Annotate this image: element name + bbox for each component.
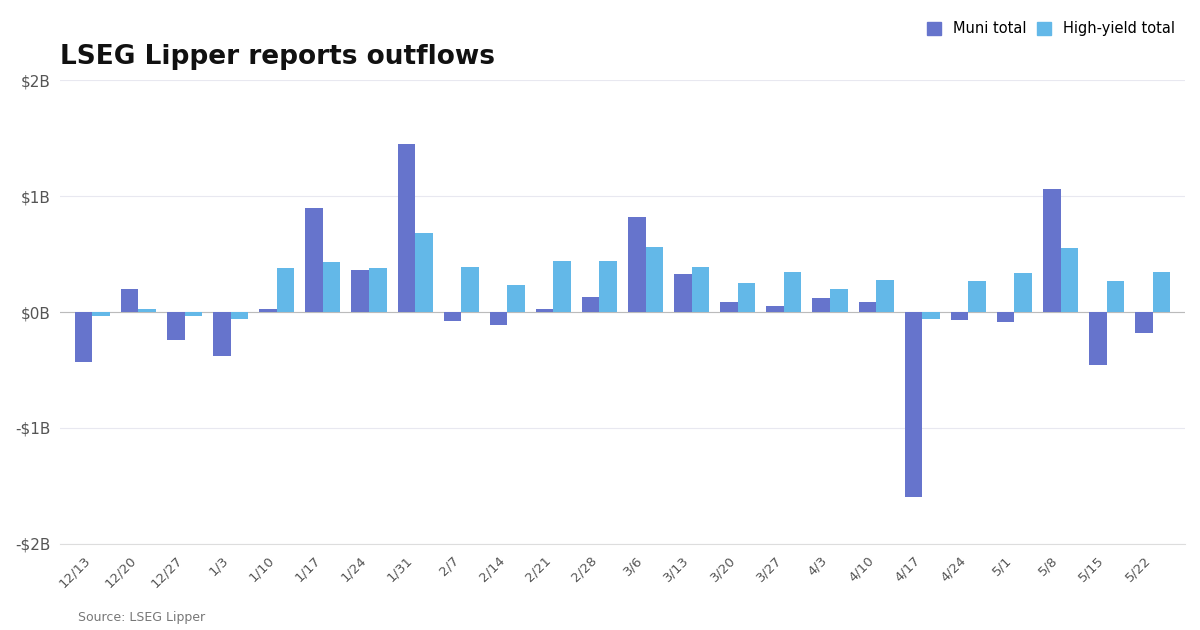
Bar	[259, 309, 277, 312]
Bar	[138, 309, 156, 312]
Bar	[508, 285, 524, 312]
Bar	[185, 312, 202, 316]
Bar	[368, 268, 386, 312]
Bar	[876, 280, 894, 312]
Legend: Muni total, High-yield total: Muni total, High-yield total	[924, 18, 1177, 39]
Bar	[720, 302, 738, 312]
Bar	[691, 267, 709, 312]
Bar	[230, 312, 248, 319]
Bar	[997, 312, 1014, 323]
Text: LSEG Lipper reports outflows: LSEG Lipper reports outflows	[60, 44, 496, 70]
Bar	[1043, 190, 1061, 312]
Bar	[858, 302, 876, 312]
Bar	[1090, 312, 1106, 365]
Bar	[305, 208, 323, 312]
Bar	[582, 297, 600, 312]
Bar	[536, 309, 553, 312]
Bar	[397, 144, 415, 312]
Bar	[352, 270, 368, 312]
Bar	[767, 306, 784, 312]
Bar	[167, 312, 185, 340]
Bar	[923, 312, 940, 319]
Text: Source: LSEG Lipper: Source: LSEG Lipper	[78, 610, 205, 624]
Bar	[905, 312, 923, 497]
Bar	[1153, 272, 1170, 312]
Bar	[92, 312, 110, 316]
Bar	[830, 289, 847, 312]
Bar	[646, 247, 664, 312]
Bar	[490, 312, 508, 325]
Bar	[1135, 312, 1153, 333]
Bar	[444, 312, 461, 321]
Bar	[968, 281, 986, 312]
Bar	[628, 217, 646, 312]
Bar	[323, 262, 341, 312]
Bar	[1061, 248, 1078, 312]
Bar	[950, 312, 968, 320]
Bar	[74, 312, 92, 362]
Bar	[214, 312, 230, 356]
Bar	[415, 233, 433, 312]
Bar	[1106, 281, 1124, 312]
Bar	[1014, 273, 1032, 312]
Bar	[121, 289, 138, 312]
Bar	[812, 298, 830, 312]
Bar	[553, 261, 571, 312]
Bar	[738, 283, 755, 312]
Bar	[674, 274, 691, 312]
Bar	[784, 272, 802, 312]
Bar	[600, 261, 617, 312]
Bar	[461, 267, 479, 312]
Bar	[277, 268, 294, 312]
